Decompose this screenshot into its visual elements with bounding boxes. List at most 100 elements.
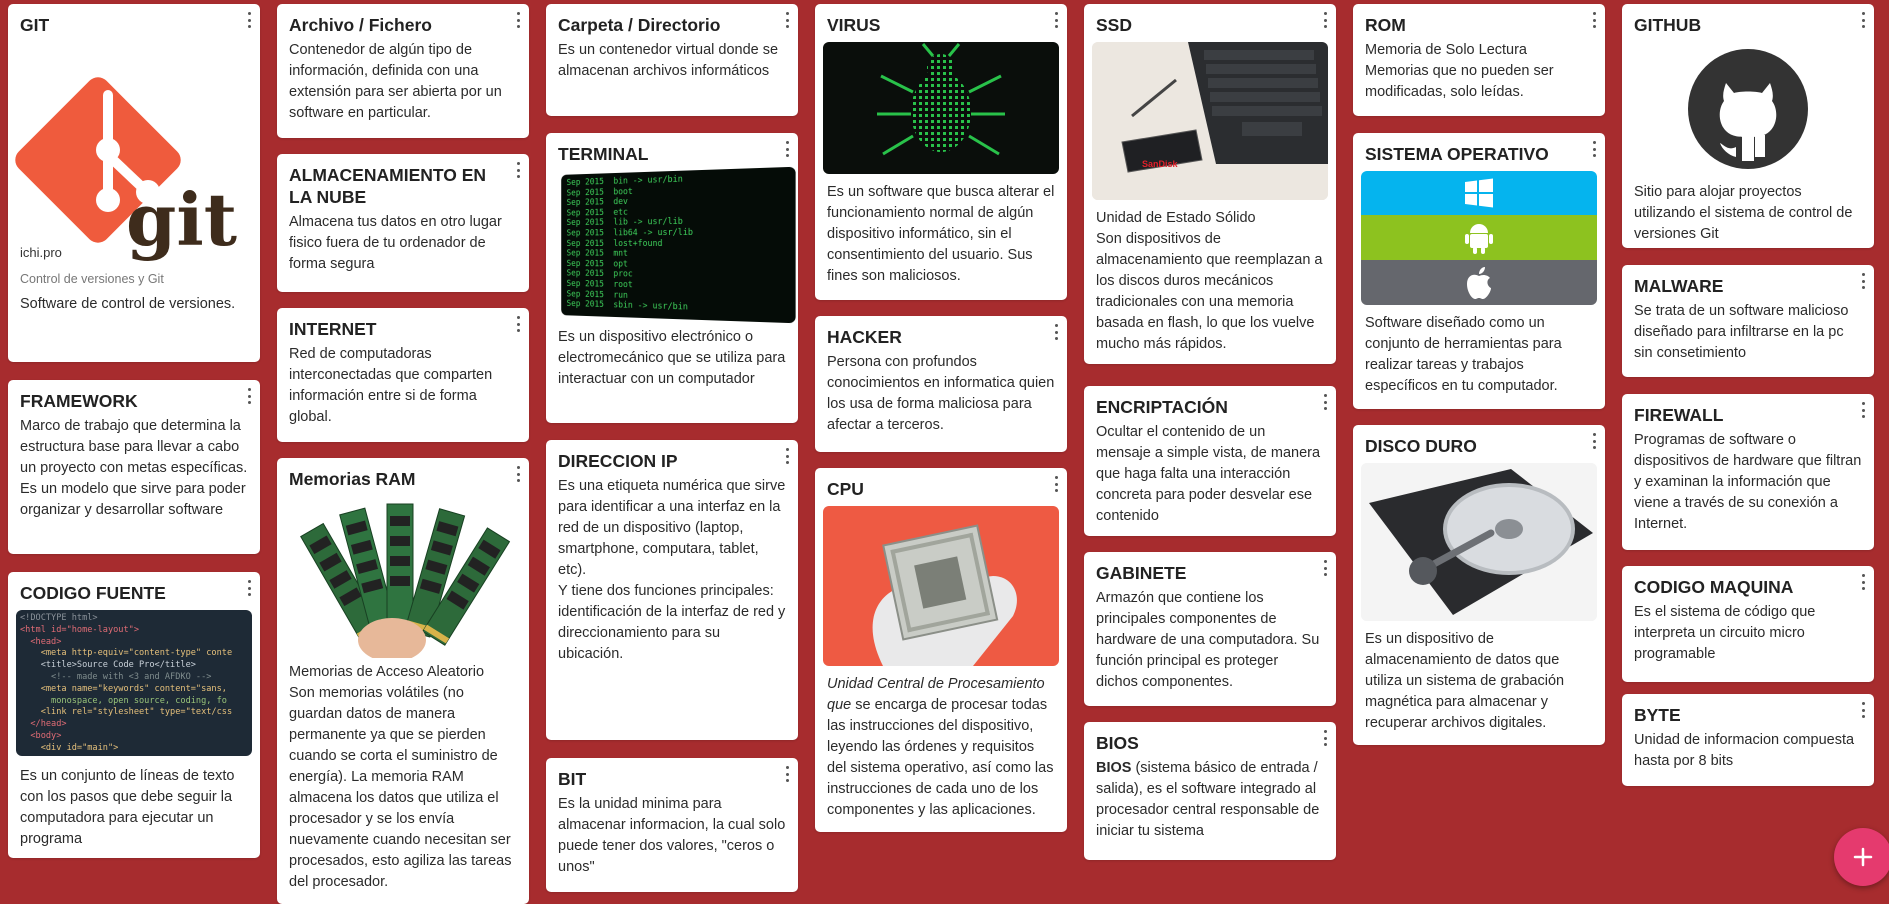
card-title: GIT	[8, 4, 260, 36]
more-options-icon[interactable]	[247, 388, 251, 404]
card-hacker[interactable]: HACKER Persona con profundos conocimient…	[815, 316, 1067, 452]
more-options-icon[interactable]	[1861, 273, 1865, 289]
more-options-icon[interactable]	[1054, 324, 1058, 340]
terminal-screen-image: Sep 2015 bin -> usr/bin Sep 2015 boot Sep …	[561, 167, 795, 324]
card-archivo[interactable]: Archivo / Fichero Contenedor de algún ti…	[277, 4, 529, 138]
card-title: BIOS	[1084, 722, 1336, 754]
code-line: <html id="home-layout">	[20, 625, 248, 637]
card-bit[interactable]: BIT Es la unidad minima para almacenar i…	[546, 758, 798, 892]
more-options-icon[interactable]	[1592, 433, 1596, 449]
more-options-icon[interactable]	[785, 141, 789, 157]
code-line: <div id="main">	[20, 743, 248, 755]
card-body: Es un software que busca alterar el func…	[815, 174, 1067, 287]
more-options-icon[interactable]	[516, 316, 520, 332]
code-line: </head>	[20, 719, 248, 731]
more-options-icon[interactable]	[247, 580, 251, 596]
card-rom[interactable]: ROM Memoria de Solo Lectura Memorias que…	[1353, 4, 1605, 116]
more-options-icon[interactable]	[1861, 402, 1865, 418]
more-options-icon[interactable]	[516, 12, 520, 28]
card-internet[interactable]: INTERNET Red de computadoras interconect…	[277, 308, 529, 442]
card-sistema-operativo[interactable]: SISTEMA OPERATIVO Software diseñado como…	[1353, 133, 1605, 409]
card-virus[interactable]: VIRUS Es	[815, 4, 1067, 300]
card-title: ENCRIPTACIÓN	[1084, 386, 1336, 418]
os-logos-image	[1361, 171, 1597, 305]
card-title: HACKER	[815, 316, 1067, 348]
git-logo-text: git	[126, 177, 237, 262]
cpu-body-rest: se encarga de procesar todas las instruc…	[827, 697, 1053, 818]
card-gabinete[interactable]: GABINETE Armazón que contiene los princi…	[1084, 552, 1336, 706]
card-cpu[interactable]: CPU Unidad Central de Procesamiento que	[815, 468, 1067, 832]
card-body: Es un contenedor virtual donde se almace…	[546, 36, 798, 82]
card-title: DISCO DURO	[1353, 425, 1605, 457]
more-options-icon[interactable]	[785, 766, 789, 782]
card-ssd[interactable]: SSD SanDisk Unidad de Estado Sólido Son	[1084, 4, 1336, 364]
code-line: <!DOCTYPE html>	[20, 613, 248, 625]
card-title: GABINETE	[1084, 552, 1336, 584]
more-options-icon[interactable]	[1592, 12, 1596, 28]
card-framework[interactable]: FRAMEWORK Marco de trabajo que determina…	[8, 380, 260, 554]
card-title: BIT	[546, 758, 798, 790]
card-almacenamiento-nube[interactable]: ALMACENAMIENTO EN LA NUBE Almacena tus d…	[277, 154, 529, 292]
more-options-icon[interactable]	[1323, 394, 1327, 410]
card-body: Es un conjunto de líneas de texto con lo…	[8, 756, 260, 850]
more-options-icon[interactable]	[516, 466, 520, 482]
card-git[interactable]: GIT git ichi.pro Control de versiones y …	[8, 4, 260, 362]
virus-bug-image	[823, 42, 1059, 174]
apple-logo-band	[1361, 260, 1597, 305]
more-options-icon[interactable]	[785, 12, 789, 28]
card-direccion-ip[interactable]: DIRECCION IP Es una etiqueta numérica qu…	[546, 440, 798, 740]
code-line: <head>	[20, 637, 248, 649]
card-carpeta[interactable]: Carpeta / Directorio Es un contenedor vi…	[546, 4, 798, 116]
cpu-chip-image	[823, 506, 1059, 666]
code-line: monospace, open source, coding, fo	[20, 696, 248, 708]
card-disco-duro[interactable]: DISCO DURO Es un dispositivo de almacena…	[1353, 425, 1605, 745]
more-options-icon[interactable]	[516, 162, 520, 178]
hard-drive-image	[1361, 463, 1597, 621]
card-github[interactable]: GITHUB Sitio para alojar proyectos utili…	[1622, 4, 1874, 248]
more-options-icon[interactable]	[785, 448, 789, 464]
card-title: TERMINAL	[546, 133, 798, 165]
code-line: <link rel="stylesheet" type="text/css	[20, 707, 248, 719]
add-post-button[interactable]	[1834, 828, 1889, 886]
card-body: Memorias de Acceso Aleatorio Son memoria…	[277, 658, 529, 893]
card-body: Se trata de un software malicioso diseña…	[1622, 297, 1874, 364]
card-body: Almacena tus datos en otro lugar fisico …	[277, 208, 529, 275]
card-title: CODIGO MAQUINA	[1622, 566, 1874, 598]
more-options-icon[interactable]	[1323, 12, 1327, 28]
more-options-icon[interactable]	[1861, 12, 1865, 28]
more-options-icon[interactable]	[1323, 560, 1327, 576]
card-body: Es el sistema de código que interpreta u…	[1622, 598, 1874, 665]
card-body: Software de control de versiones.	[8, 286, 260, 315]
card-title: ALMACENAMIENTO EN LA NUBE	[277, 154, 529, 208]
more-options-icon[interactable]	[1323, 730, 1327, 746]
github-octocat-image	[1622, 42, 1874, 176]
card-terminal[interactable]: TERMINAL Sep 2015 bin -> usr/bin Sep 2015…	[546, 133, 798, 423]
card-bios[interactable]: BIOS BIOS (sistema básico de entrada / s…	[1084, 722, 1336, 860]
github-icon	[1686, 47, 1810, 171]
code-line: <!-- made with <3 and AFDKO -->	[20, 672, 248, 684]
card-codigo-maquina[interactable]: CODIGO MAQUINA Es el sistema de código q…	[1622, 566, 1874, 682]
terminal-line: Sep 2015 lost+found	[567, 238, 789, 249]
card-encriptacion[interactable]: ENCRIPTACIÓN Ocultar el contenido de un …	[1084, 386, 1336, 536]
card-body: Sitio para alojar proyectos utilizando e…	[1622, 176, 1874, 245]
more-options-icon[interactable]	[1861, 574, 1865, 590]
card-title: Archivo / Fichero	[277, 4, 529, 36]
card-byte[interactable]: BYTE Unidad de informacion compuesta has…	[1622, 694, 1874, 786]
card-memorias-ram[interactable]: Memorias RAM Memorias de Acceso Aleatori…	[277, 458, 529, 904]
card-body: Es un dispositivo de almacenamiento de d…	[1353, 621, 1605, 734]
more-options-icon[interactable]	[1861, 702, 1865, 718]
card-codigo-fuente[interactable]: CODIGO FUENTE <!DOCTYPE html> <html id="h…	[8, 572, 260, 858]
card-body: Red de computadoras interconectadas que …	[277, 340, 529, 428]
card-body: Es un dispositivo electrónico o electrom…	[546, 319, 798, 390]
ram-modules-image	[277, 494, 529, 658]
more-options-icon[interactable]	[1054, 12, 1058, 28]
link-caption[interactable]: Control de versiones y Git	[8, 268, 260, 286]
more-options-icon[interactable]	[247, 12, 251, 28]
link-domain[interactable]: ichi.pro	[16, 244, 66, 261]
more-options-icon[interactable]	[1592, 141, 1596, 157]
card-body: Es la unidad minima para almacenar infor…	[546, 790, 798, 878]
more-options-icon[interactable]	[1054, 476, 1058, 492]
card-firewall[interactable]: FIREWALL Programas de software o disposi…	[1622, 394, 1874, 550]
card-title: GITHUB	[1622, 4, 1874, 36]
card-malware[interactable]: MALWARE Se trata de un software malicios…	[1622, 265, 1874, 377]
